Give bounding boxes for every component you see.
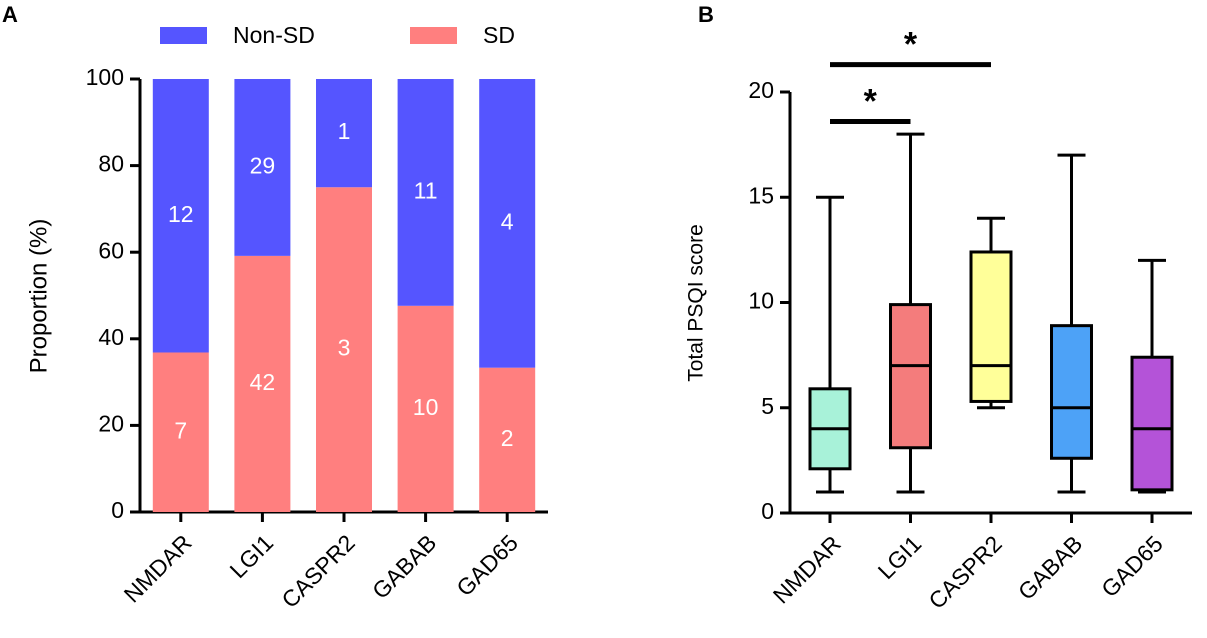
bar-label: 12: [168, 201, 194, 227]
x-tick-label: NMDAR: [768, 530, 846, 608]
y-axis-label: Proportion (%): [25, 219, 52, 374]
bar-label: 11: [414, 177, 438, 203]
bar-label: 29: [250, 153, 276, 179]
y-tick-label: 60: [98, 237, 124, 263]
bar-segment: [152, 352, 209, 512]
y-tick-label: 20: [98, 410, 124, 436]
x-tick-label: NMDAR: [119, 529, 197, 607]
bar-label: 3: [338, 335, 351, 361]
x-tick-label: GAD65: [451, 529, 523, 601]
y-tick-label: 15: [748, 182, 774, 208]
y-tick-label: 40: [98, 324, 124, 350]
bar-segment: [397, 305, 454, 512]
bar-segment: [234, 79, 291, 256]
panel-label: A: [2, 2, 18, 27]
y-tick-label: 0: [111, 497, 124, 523]
x-tick-label: GABAB: [1013, 530, 1087, 604]
y-tick-label: 10: [748, 288, 774, 314]
significance-label: *: [864, 82, 878, 120]
legend-swatch: [410, 27, 457, 44]
x-tick-label: GABAB: [367, 529, 441, 603]
x-tick-label: GAD65: [1096, 530, 1168, 602]
x-tick-label: LGI1: [873, 530, 927, 584]
box: [1130, 355, 1174, 492]
x-tick-label: LGI1: [225, 529, 279, 583]
bar-segment: [479, 367, 536, 512]
bar-label: 1: [338, 118, 351, 144]
bar-label: 7: [174, 417, 187, 443]
y-tick-label: 100: [86, 64, 124, 90]
y-tick-label: 0: [761, 498, 774, 524]
y-axis-label: Total PSQI score: [685, 224, 708, 382]
bar-segment: [234, 255, 291, 512]
box: [969, 250, 1013, 403]
legend-swatch: [160, 27, 207, 44]
y-tick-label: 5: [761, 393, 774, 419]
bar-segment: [316, 187, 372, 512]
y-tick-label: 20: [748, 77, 774, 103]
bar-label: 4: [501, 208, 514, 234]
bar-segment: [397, 79, 454, 306]
bar-label: 10: [413, 394, 439, 420]
bar-segment: [316, 79, 372, 188]
bar-segment: [479, 79, 536, 368]
box: [889, 303, 932, 450]
legend-label: SD: [483, 22, 515, 48]
box: [1050, 324, 1093, 460]
panel-label: B: [698, 2, 714, 27]
significance-label: *: [904, 26, 918, 64]
y-tick-label: 80: [98, 151, 124, 177]
legend-label: Non-SD: [233, 22, 315, 48]
bar-label: 42: [250, 369, 276, 395]
x-tick-label: CASPR2: [923, 530, 1006, 613]
x-tick-label: CASPR2: [276, 529, 359, 612]
bar-segment: [152, 79, 209, 353]
bar-label: 2: [501, 425, 514, 451]
